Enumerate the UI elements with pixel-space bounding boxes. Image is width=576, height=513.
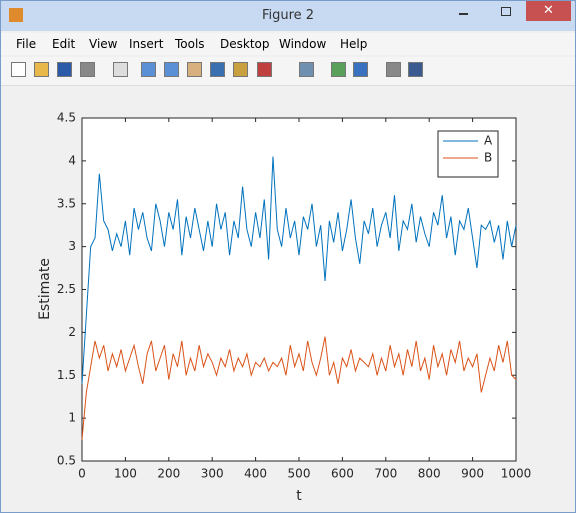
x-tick-label: 900 <box>461 467 484 481</box>
data-line <box>81 336 517 440</box>
x-tick-label: 100 <box>114 467 137 481</box>
x-tick-label: 0 <box>78 467 86 481</box>
y-tick-label: 1 <box>68 411 76 425</box>
y-tick-label: 1.5 <box>57 368 76 382</box>
x-tick-label: 800 <box>418 467 441 481</box>
minimize-button[interactable] <box>441 1 486 21</box>
toolbar-button[interactable] <box>113 62 128 77</box>
chart: t Estimate 0 100 200 300 400 500 600 700 800 900 1… <box>37 111 532 505</box>
x-tick-label: 500 <box>288 467 311 481</box>
menu-item[interactable]: Edit <box>52 37 76 51</box>
data-line <box>81 156 517 384</box>
toolbar-button[interactable] <box>164 62 179 77</box>
y-tick-label: 0.5 <box>57 454 76 468</box>
toolbar-button[interactable] <box>233 62 248 77</box>
x-tick-label: 700 <box>374 467 397 481</box>
toolbar-button[interactable] <box>11 62 26 77</box>
toolbar-button[interactable] <box>187 62 202 77</box>
menu-item[interactable]: Window <box>279 37 327 51</box>
menu-item[interactable]: Insert <box>129 37 164 51</box>
y-tick-label: 3.5 <box>57 196 76 210</box>
x-axis-label: t <box>296 488 302 504</box>
x-tick-label: 1000 <box>501 467 532 481</box>
y-tick-label: 2 <box>68 325 76 339</box>
legend-label: B <box>484 151 492 165</box>
toolbar-button[interactable] <box>299 62 314 77</box>
menu-item[interactable]: Help <box>340 37 368 51</box>
y-tick-label: 4.5 <box>57 111 76 125</box>
y-axis-label: Estimate <box>37 258 53 320</box>
toolbar-button[interactable] <box>34 62 49 77</box>
menu-bar: File Edit View Insert Tools Desktop Wind… <box>1 33 575 55</box>
app-icon <box>9 8 23 22</box>
legend-box <box>437 130 499 178</box>
y-tick-label: 2.5 <box>57 282 76 296</box>
menu-item[interactable]: File <box>16 37 37 51</box>
close-button[interactable]: ✕ <box>526 1 571 21</box>
toolbar-button[interactable] <box>80 62 95 77</box>
toolbar-button[interactable] <box>210 62 225 77</box>
menu-item[interactable]: Tools <box>175 37 205 51</box>
x-tick-label: 600 <box>331 467 354 481</box>
toolbar-button[interactable] <box>353 62 368 77</box>
toolbar-button[interactable] <box>141 62 156 77</box>
toolbar-button[interactable] <box>386 62 401 77</box>
window-title: Figure 2 <box>261 8 315 23</box>
menu-item[interactable]: Desktop <box>220 37 270 51</box>
x-tick-label: 300 <box>201 467 224 481</box>
x-tick-label: 200 <box>157 467 180 481</box>
toolbar-button[interactable] <box>408 62 423 77</box>
toolbar <box>1 57 575 86</box>
toolbar-button[interactable] <box>257 62 272 77</box>
toolbar-button[interactable] <box>331 62 346 77</box>
toolbar-button[interactable] <box>57 62 72 77</box>
title-bar: Figure 2 ✕ <box>1 1 575 31</box>
y-tick-label: 3 <box>68 239 76 253</box>
x-tick-label: 400 <box>244 467 267 481</box>
legend-label: A <box>484 134 493 148</box>
maximize-button[interactable] <box>483 1 528 21</box>
y-tick-label: 4 <box>68 153 76 167</box>
menu-item[interactable]: View <box>89 37 118 51</box>
